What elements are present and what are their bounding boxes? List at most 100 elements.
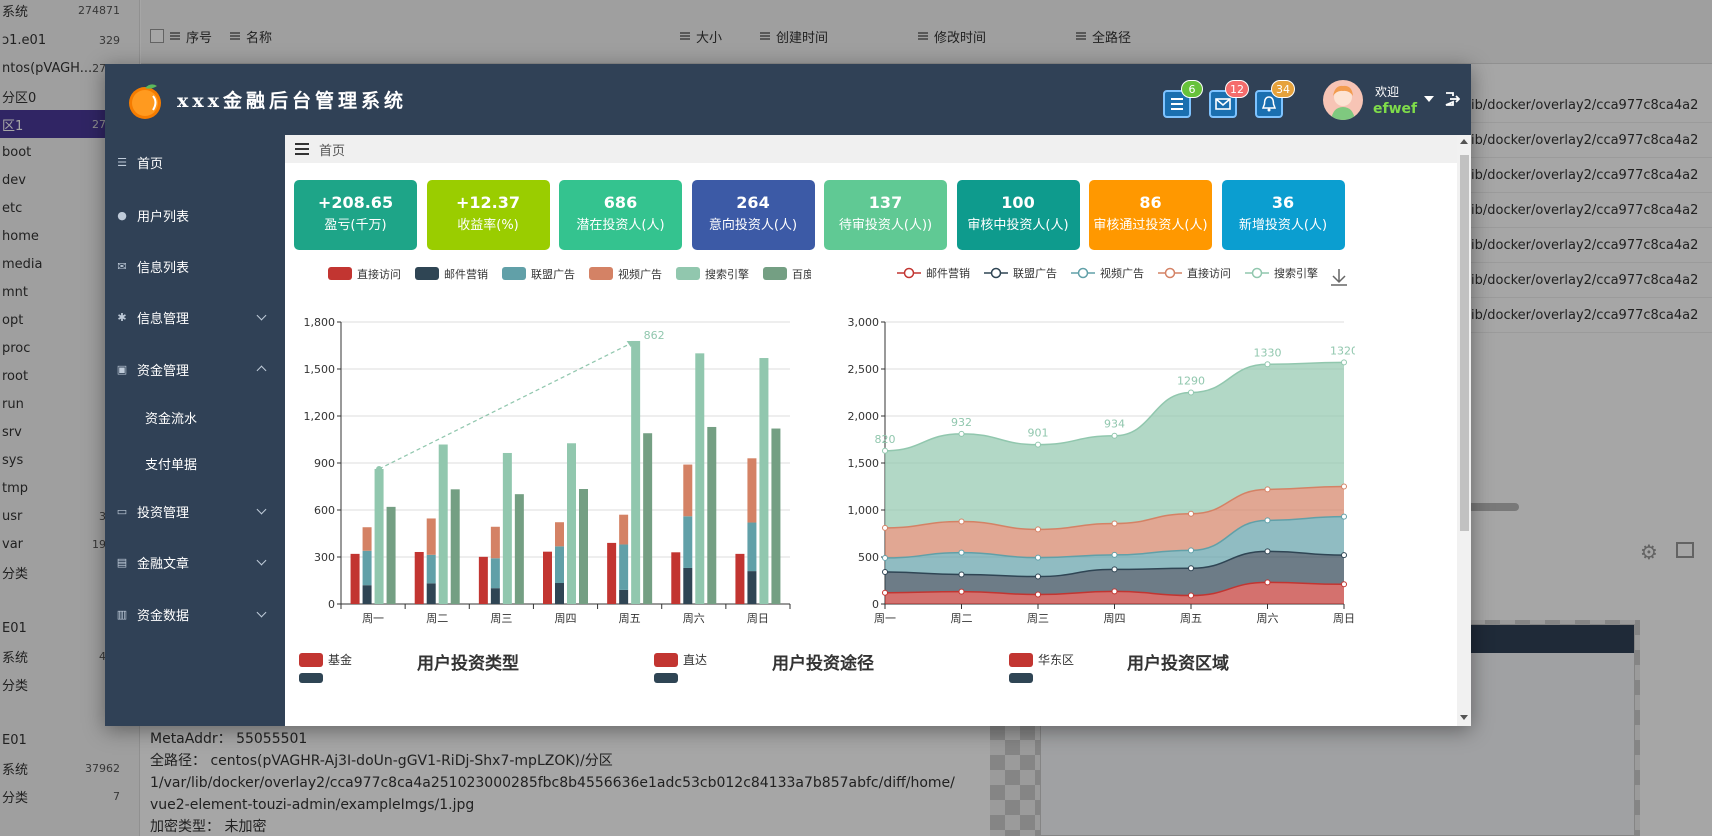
y-tick-label: 0: [872, 598, 879, 611]
tree-item[interactable]: 分类: [0, 558, 138, 586]
col-modified[interactable]: 修改时间: [918, 27, 1076, 46]
y-tick-label: 1,500: [304, 363, 336, 376]
chevron-down-icon: [256, 555, 267, 566]
tree-item[interactable]: 系统 37962: [0, 754, 138, 782]
sidebar-item[interactable]: ✱ 信息管理: [105, 292, 285, 342]
stat-card-label: 潜在投资人(人): [576, 218, 665, 233]
path-cell[interactable]: var/lib/docker/overlay2/cca977c8ca4a2: [1440, 88, 1712, 123]
col-index-header: 序号: [186, 30, 213, 46]
stat-card-value: 86: [1139, 193, 1162, 212]
mail-button[interactable]: 12: [1209, 80, 1249, 118]
tree-item-label: etc: [2, 200, 23, 216]
sidebar-item[interactable]: ☰ 首页: [105, 137, 285, 187]
stat-card[interactable]: +12.37 收益率(%): [426, 180, 550, 250]
scroll-thumb[interactable]: [1460, 155, 1469, 531]
download-icon[interactable]: [1331, 269, 1347, 286]
tree-item[interactable]: dev: [0, 166, 138, 194]
tree-item[interactable]: E01: [0, 614, 138, 642]
sidebar-subitem[interactable]: 支付单据: [105, 439, 285, 487]
user-dropdown-caret-icon[interactable]: [1424, 96, 1434, 102]
hamburger-menu-icon[interactable]: [295, 143, 309, 155]
tree-item-label: 分区0: [2, 90, 37, 106]
logout-icon[interactable]: [1444, 91, 1460, 107]
notification-button[interactable]: 34: [1255, 80, 1295, 118]
tree-item[interactable]: srv: [0, 418, 138, 446]
scroll-down-icon[interactable]: [1460, 715, 1468, 720]
x-tick-label: 周日: [1333, 612, 1355, 625]
bar: [502, 452, 512, 604]
select-all-checkbox-col[interactable]: 序号: [150, 27, 230, 46]
select-all-checkbox[interactable]: [150, 29, 164, 43]
vertical-scrollbar[interactable]: [1457, 135, 1471, 726]
tree-item[interactable]: mnt: [0, 278, 138, 306]
tree-item[interactable]: media: [0, 250, 138, 278]
bar: [490, 526, 500, 559]
path-cell[interactable]: var/lib/docker/overlay2/cca977c8ca4a2: [1440, 158, 1712, 193]
tree-item[interactable]: 分类: [0, 670, 138, 698]
col-name[interactable]: 名称: [230, 27, 680, 46]
markline-start: [376, 465, 383, 472]
path-cell[interactable]: var/lib/docker/overlay2/cca977c8ca4a2: [1440, 123, 1712, 158]
stat-card[interactable]: 86 审核通过投资人(人): [1089, 180, 1212, 250]
legend-swatch: [328, 267, 352, 280]
sidebar-item[interactable]: ● 用户列表: [105, 190, 285, 240]
sidebar-item-label: 资金管理: [137, 363, 190, 379]
legend-swatch: [502, 267, 526, 280]
stat-card[interactable]: +208.65 盈亏(千万): [294, 180, 417, 250]
tree-item[interactable]: proc: [0, 334, 138, 362]
pie-title: 用户投资途径: [772, 654, 874, 674]
sidebar-item[interactable]: ▭ 投资管理: [105, 486, 285, 536]
chevron-down-icon: [256, 310, 267, 321]
tree-item[interactable]: opt: [0, 306, 138, 334]
sidebar-item[interactable]: ▤ 金融文章: [105, 537, 285, 587]
col-fullpath[interactable]: 全路径: [1076, 27, 1196, 46]
stat-card-label: 待审投资人(人)): [838, 218, 933, 233]
col-size[interactable]: 大小: [680, 27, 760, 46]
tree-item[interactable]: 系统 274871: [0, 0, 138, 24]
path-cell[interactable]: var/lib/docker/overlay2/cca977c8ca4a2: [1440, 228, 1712, 263]
legend-swatch: [763, 267, 787, 280]
tree-item[interactable]: E01: [0, 726, 138, 754]
data-point: [1264, 548, 1271, 555]
sidebar-subitem[interactable]: 资金流水: [105, 393, 285, 441]
col-created[interactable]: 创建时间: [760, 27, 918, 46]
tree-item[interactable]: ɔ1.e01 329: [0, 26, 138, 54]
tree-item[interactable]: tmp: [0, 474, 138, 502]
legend-label: 百度: [792, 267, 811, 281]
username[interactable]: efwef: [1373, 101, 1418, 117]
scroll-up-icon[interactable]: [1460, 139, 1468, 144]
stat-card[interactable]: 686 潜在投资人(人): [559, 180, 682, 250]
sidebar-item-label: 信息管理: [137, 311, 190, 327]
pie-legend-item[interactable]: 基金: [299, 651, 352, 668]
bar: [543, 551, 552, 604]
sidebar-subitem-label: 支付单据: [145, 457, 198, 473]
avatar[interactable]: [1323, 80, 1363, 120]
data-point: [1111, 566, 1118, 573]
stat-card[interactable]: 36 新增投资人(人): [1221, 180, 1345, 250]
stat-card[interactable]: 264 意向投资人(人): [691, 180, 815, 250]
tree-item[interactable]: 分区0: [0, 82, 138, 110]
list-button[interactable]: 6: [1163, 80, 1203, 118]
pie-legend-item[interactable]: 直达: [654, 651, 707, 668]
path-cell[interactable]: var/lib/docker/overlay2/cca977c8ca4a2: [1440, 298, 1712, 333]
area-series: [885, 362, 1344, 530]
legend-swatch: [299, 652, 323, 667]
orange-logo-icon: [129, 84, 161, 119]
path-cell[interactable]: var/lib/docker/overlay2/cca977c8ca4a2: [1440, 263, 1712, 298]
pie-chart-block: 基金 用户投资类型: [299, 643, 639, 683]
x-tick-label: 周一: [874, 612, 896, 625]
breadcrumb-home[interactable]: 首页: [319, 143, 346, 159]
path-cell[interactable]: var/lib/docker/overlay2/cca977c8ca4a2: [1440, 193, 1712, 228]
settings-gear-icon[interactable]: ⚙: [1640, 540, 1658, 564]
sidebar-item[interactable]: ▥ 资金数据: [105, 589, 285, 639]
pie-legend-item[interactable]: 华东区: [1009, 651, 1074, 668]
panel-toggle-icon[interactable]: [1676, 542, 1694, 558]
stat-card[interactable]: 100 审核中投资人(人): [956, 180, 1080, 250]
sidebar-item[interactable]: ▣ 资金管理: [105, 344, 285, 394]
tree-item[interactable]: sys: [0, 446, 138, 474]
tree-item[interactable]: run: [0, 390, 138, 418]
tree-item[interactable]: 分类 7: [0, 782, 138, 810]
tree-item[interactable]: boot: [0, 138, 138, 166]
sidebar-item[interactable]: ✉ 信息列表: [105, 241, 285, 291]
stat-card[interactable]: 137 待审投资人(人)): [824, 180, 947, 250]
